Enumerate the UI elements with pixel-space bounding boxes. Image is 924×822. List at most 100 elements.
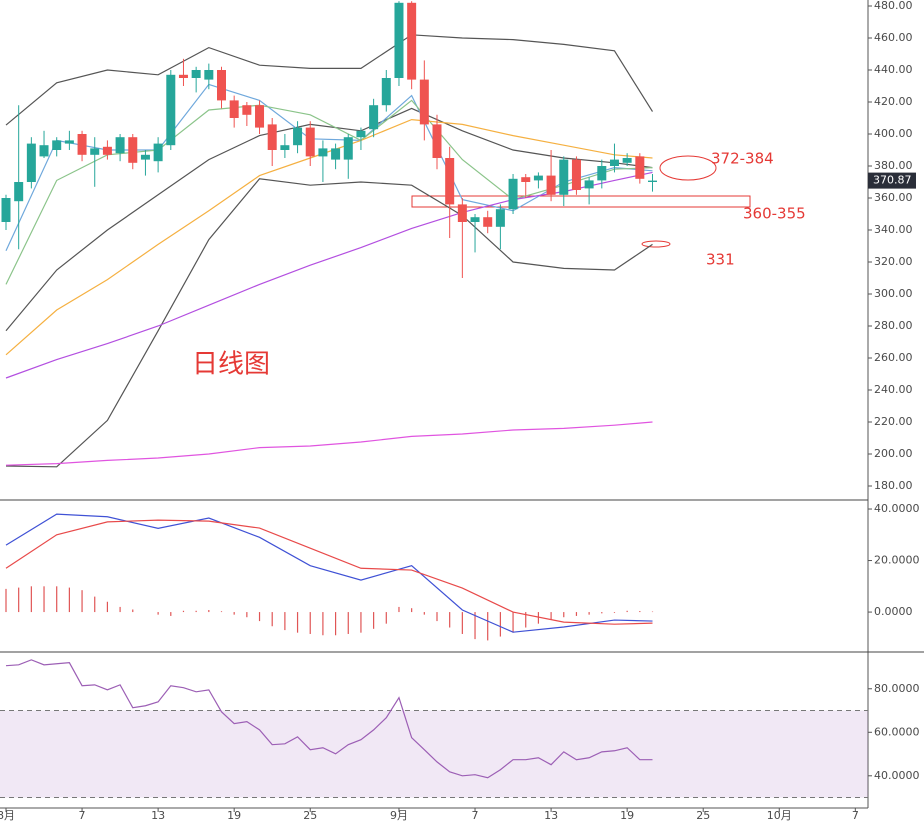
candle-body <box>1 198 11 222</box>
candle-body <box>609 159 619 166</box>
candle-body <box>533 175 543 181</box>
candle-body <box>432 124 442 158</box>
y-tick-label: 460.00 <box>874 31 913 44</box>
y-tick-label: 40.0000 <box>874 502 920 515</box>
x-tick-label: 19 <box>620 809 634 822</box>
candle-body <box>445 158 455 205</box>
x-tick-label: 25 <box>303 809 317 822</box>
candle-body <box>115 137 125 154</box>
candle-body <box>166 74 176 146</box>
annotation-text: 331 <box>706 251 735 269</box>
candle-body <box>153 143 163 162</box>
y-tick-label: 340.00 <box>874 223 913 236</box>
candle-body <box>267 124 277 150</box>
y-tick-label: 20.0000 <box>874 554 920 567</box>
x-tick-label: 7 <box>472 809 479 822</box>
candle-body <box>90 148 100 155</box>
x-tick-label: 13 <box>544 809 558 822</box>
indicator-line <box>5 118 653 356</box>
y-tick-label: 60.0000 <box>874 725 920 738</box>
annotation-text: 372-384 <box>711 150 774 168</box>
y-tick-label: 80.0000 <box>874 682 920 695</box>
indicator-line <box>5 34 654 126</box>
candle-body <box>407 2 417 80</box>
candle-body <box>293 127 303 146</box>
annotation-ellipse <box>659 155 717 181</box>
candle-body <box>14 182 24 202</box>
y-tick-label: 320.00 <box>874 255 913 268</box>
candle-body <box>419 79 429 125</box>
candle-body <box>648 180 657 182</box>
candle-body <box>521 177 531 182</box>
candle-body <box>571 159 581 190</box>
indicator-line <box>5 171 653 379</box>
macd-line <box>5 513 653 633</box>
candle-body <box>343 137 353 160</box>
rsi-line <box>5 659 653 779</box>
candle-body <box>102 146 112 155</box>
y-tick-label: 420.00 <box>874 95 913 108</box>
y-tick-label: 0.0000 <box>874 605 913 618</box>
candle-body <box>217 70 226 101</box>
y-tick-label: 220.00 <box>874 415 913 428</box>
candle-body <box>77 134 87 155</box>
y-tick-label: 180.00 <box>874 479 913 492</box>
candle-body <box>318 148 328 157</box>
candle-body <box>470 217 480 222</box>
annotation-box <box>411 195 751 208</box>
candle-body <box>483 217 493 227</box>
y-tick-label: 40.0000 <box>874 769 920 782</box>
rsi-band <box>0 710 868 798</box>
candle-body <box>559 159 569 195</box>
candle-body <box>229 100 239 118</box>
candle-body <box>26 143 36 182</box>
y-tick-label: 440.00 <box>874 63 913 76</box>
y-tick-label: 380.00 <box>874 159 913 172</box>
y-tick-label: 240.00 <box>874 383 913 396</box>
x-tick-label: 10月 <box>767 809 792 822</box>
candle-body <box>280 145 290 150</box>
candle-body <box>178 74 188 78</box>
candle-body <box>242 105 252 115</box>
x-tick-label: 25 <box>696 809 710 822</box>
last-price-box <box>868 172 916 189</box>
candle-body <box>64 140 74 144</box>
candle-body <box>204 70 214 80</box>
annotations: 日线图 372-384 360-355 331 <box>192 150 806 380</box>
candle-body <box>356 130 366 138</box>
candle-body <box>508 178 518 210</box>
indicator-line <box>5 421 653 466</box>
candle-body <box>622 158 632 163</box>
candle-body <box>635 156 645 179</box>
y-tick-label: 260.00 <box>874 351 913 364</box>
candle-body <box>546 175 556 195</box>
y-tick-label: 300.00 <box>874 287 913 300</box>
candle-body <box>331 148 341 160</box>
candle-body <box>39 145 49 157</box>
y-tick-label: 200.00 <box>874 447 913 460</box>
x-tick-label: 9月 <box>390 809 408 822</box>
indicator-line <box>5 107 653 332</box>
candle-body <box>381 78 391 106</box>
y-tick-label: 280.00 <box>874 319 913 332</box>
candle-body <box>394 2 404 78</box>
annotation-text: 360-355 <box>743 205 806 223</box>
y-tick-label: 480.00 <box>874 0 913 12</box>
candle-body <box>52 140 62 150</box>
annotation-text: 日线图 <box>192 350 270 380</box>
x-tick-label: 7 <box>852 809 859 822</box>
x-tick-label: 19 <box>227 809 241 822</box>
candle-body <box>457 204 467 222</box>
candle-body <box>495 209 505 227</box>
candle-body <box>255 105 265 128</box>
candle-body <box>191 70 201 78</box>
indicator-line <box>5 178 653 468</box>
candle-body <box>140 154 150 160</box>
annotation-ellipse <box>641 240 671 248</box>
x-tick-label: 8月 <box>0 809 15 822</box>
candle-body <box>584 180 594 189</box>
candle-body <box>597 166 607 181</box>
y-tick-label: 360.00 <box>874 191 913 204</box>
y-tick-label: 400.00 <box>874 127 913 140</box>
